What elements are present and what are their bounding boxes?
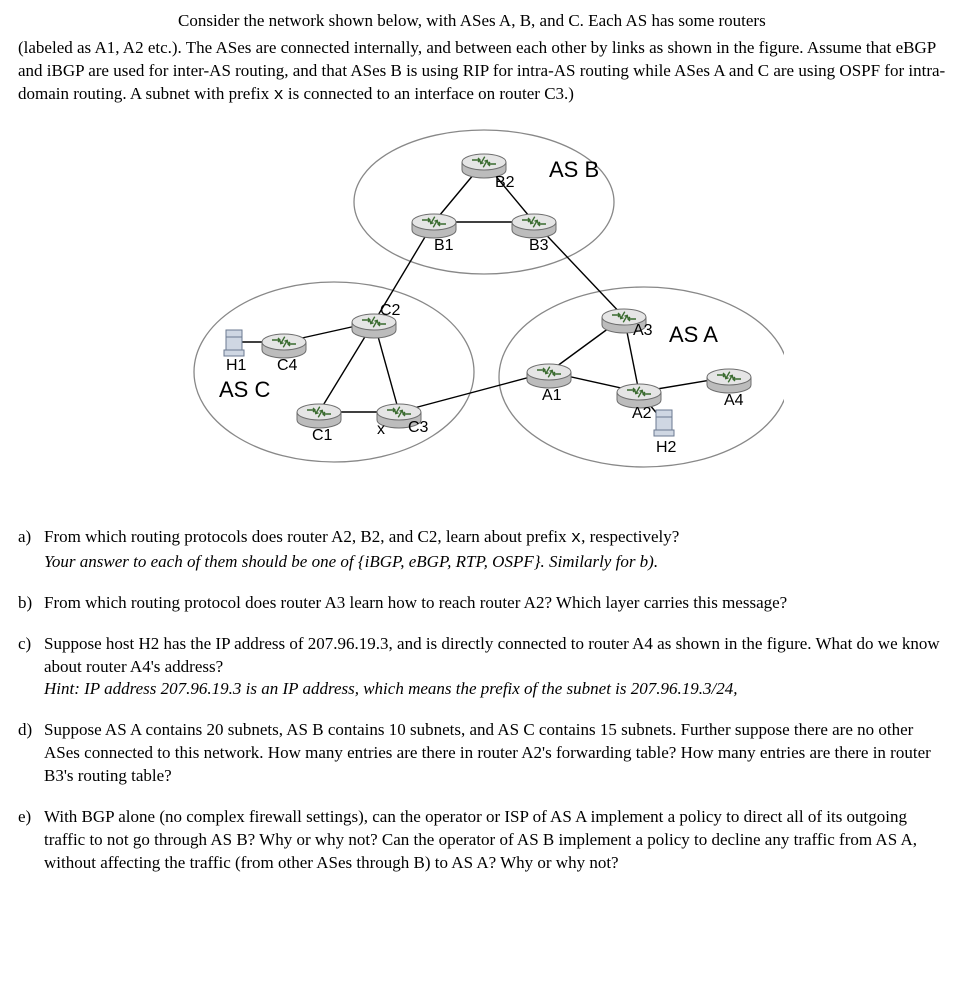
router-c4 — [262, 334, 306, 358]
label-a1: A1 — [542, 387, 562, 404]
intro-line2-end: is connected to an interface on router C… — [284, 84, 574, 103]
router-a4 — [707, 369, 751, 393]
links — [234, 162, 729, 422]
as-b-boundary — [354, 130, 614, 274]
label-h2: H2 — [656, 439, 677, 456]
marker-c: c) — [18, 633, 31, 656]
label-c3: C3 — [408, 419, 429, 436]
question-a: a) From which routing protocols does rou… — [18, 526, 950, 574]
intro-line1: Consider the network shown below, with A… — [178, 11, 766, 30]
router-b1 — [412, 214, 456, 238]
q-a-hint: Your answer to each of them should be on… — [44, 552, 658, 571]
label-c2: C2 — [380, 302, 401, 319]
q-b-text: From which routing protocol does router … — [44, 593, 787, 612]
as-b-label: AS B — [549, 157, 599, 182]
q-a-tt: x — [571, 529, 581, 548]
label-a3: A3 — [633, 322, 653, 339]
label-a4: A4 — [724, 392, 744, 409]
router-a1 — [527, 364, 571, 388]
marker-d: d) — [18, 719, 32, 742]
q-c-text: Suppose host H2 has the IP address of 20… — [44, 634, 940, 676]
marker-a: a) — [18, 526, 31, 549]
label-h1: H1 — [226, 357, 247, 374]
marker-b: b) — [18, 592, 32, 615]
question-list: a) From which routing protocols does rou… — [18, 526, 950, 875]
router-b3 — [512, 214, 556, 238]
question-b: b) From which routing protocol does rout… — [18, 592, 950, 615]
q-c-hint: Hint: IP address 207.96.19.3 is an IP ad… — [44, 679, 738, 698]
marker-e: e) — [18, 806, 31, 829]
intro-prefix-x: x — [273, 86, 283, 105]
router-c1 — [297, 404, 341, 428]
q-a-text2: , respectively? — [581, 527, 679, 546]
question-e: e) With BGP alone (no complex firewall s… — [18, 806, 950, 875]
label-b1: B1 — [434, 237, 454, 254]
label-c4: C4 — [277, 357, 298, 374]
label-x: x — [377, 421, 385, 438]
label-c1: C1 — [312, 427, 333, 444]
q-e-text: With BGP alone (no complex firewall sett… — [44, 807, 917, 872]
as-c-label: AS C — [219, 377, 270, 402]
label-b2: B2 — [495, 174, 515, 191]
q-a-text: From which routing protocols does router… — [44, 527, 571, 546]
network-diagram: AS B AS A AS C B2 B1 B3 C2 C4 C1 C3 H1 x… — [184, 122, 784, 502]
question-d: d) Suppose AS A contains 20 subnets, AS … — [18, 719, 950, 788]
label-a2: A2 — [632, 405, 652, 422]
label-b3: B3 — [529, 237, 549, 254]
question-c: c) Suppose host H2 has the IP address of… — [18, 633, 950, 702]
host-h2 — [654, 410, 674, 436]
as-a-label: AS A — [669, 322, 718, 347]
q-d-text: Suppose AS A contains 20 subnets, AS B c… — [44, 720, 931, 785]
host-h1 — [224, 330, 244, 356]
